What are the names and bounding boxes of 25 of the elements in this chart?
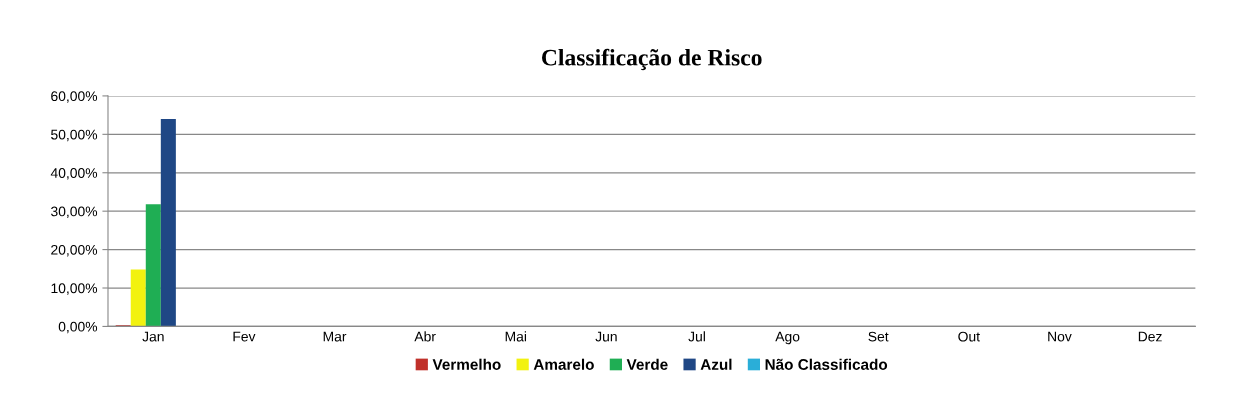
legend-label: Amarelo [533, 358, 594, 370]
y-tick-label: 40,00% [50, 168, 98, 180]
chart-title: Classificação de Risco [542, 48, 762, 71]
x-tick-label: Fev [233, 331, 256, 342]
x-tick-label: Dez [1138, 331, 1162, 342]
x-tick-label: Mar [323, 331, 347, 342]
y-tick-label: 60,00% [51, 91, 98, 103]
legend-label: Verde [626, 358, 668, 370]
x-tick-label: Jul [688, 331, 705, 342]
legend-label: Não Classificado [765, 358, 888, 370]
x-tick-label: Jun [595, 331, 617, 342]
x-tick-label: Jan [142, 331, 164, 342]
x-tick-label: Out [958, 331, 980, 342]
legend-label: Azul [700, 358, 732, 370]
x-tick-label: Nov [1048, 331, 1072, 342]
y-tick-label: 0,00% [58, 321, 98, 334]
legend-label: Vermelho [432, 358, 501, 370]
y-tick-label: 50,00% [51, 129, 98, 142]
x-tick-label: Mai [505, 331, 527, 342]
y-tick-label: 10,00% [51, 283, 98, 295]
x-tick-label: Set [868, 331, 889, 342]
x-tick-label: Abr [414, 331, 436, 342]
y-tick-label: 30,00% [51, 206, 98, 218]
x-tick-label: Ago [775, 331, 800, 345]
y-tick-label: 20,00% [51, 244, 98, 257]
